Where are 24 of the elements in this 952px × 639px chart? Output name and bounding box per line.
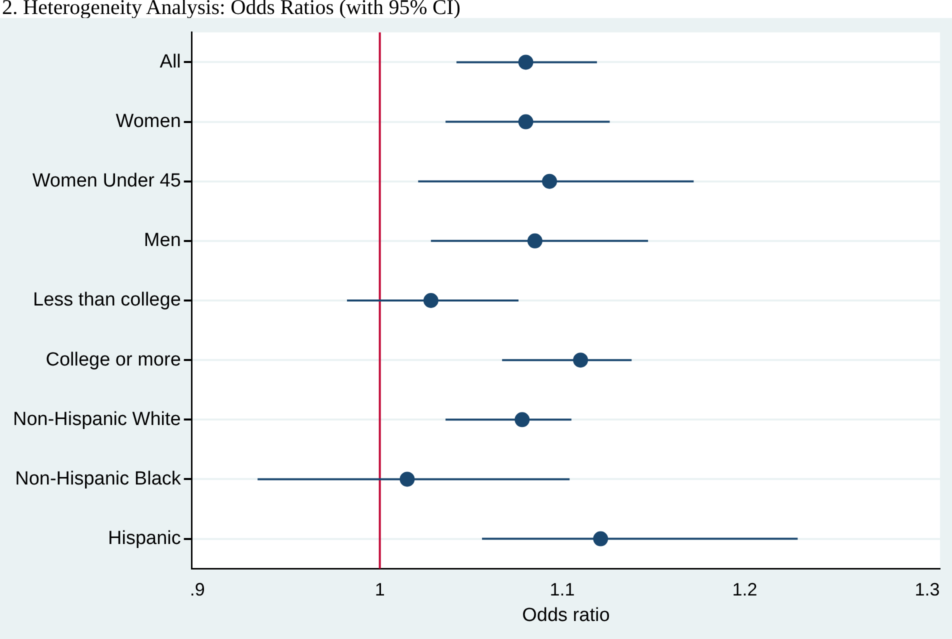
x-tick-label: .9: [190, 579, 205, 600]
y-tick-label: Women: [116, 111, 181, 132]
point: [400, 472, 415, 487]
point: [518, 114, 534, 130]
x-tick-label: 1.1: [550, 579, 575, 600]
y-tick-label: Less than college: [33, 290, 181, 311]
x-axis-title: Odds ratio: [522, 604, 610, 626]
y-tick-label: Non-Hispanic White: [12, 408, 181, 430]
point: [514, 412, 530, 428]
x-tick-label: 1.3: [914, 579, 940, 600]
point: [527, 233, 542, 248]
y-tick-label: Hispanic: [108, 528, 181, 550]
y-tick-label: Men: [144, 230, 181, 252]
point: [573, 352, 588, 368]
y-tick-label: Women Under 45: [32, 170, 181, 192]
point: [423, 293, 438, 308]
point: [593, 531, 608, 546]
y-tick-label: College or more: [46, 349, 181, 370]
x-tick-label: 1: [374, 579, 385, 600]
y-tick-label: Non-Hispanic Black: [15, 468, 182, 490]
point: [542, 174, 558, 189]
y-tick-label: All: [160, 51, 181, 72]
point: [518, 54, 534, 70]
x-tick-label: 1.2: [732, 579, 758, 600]
